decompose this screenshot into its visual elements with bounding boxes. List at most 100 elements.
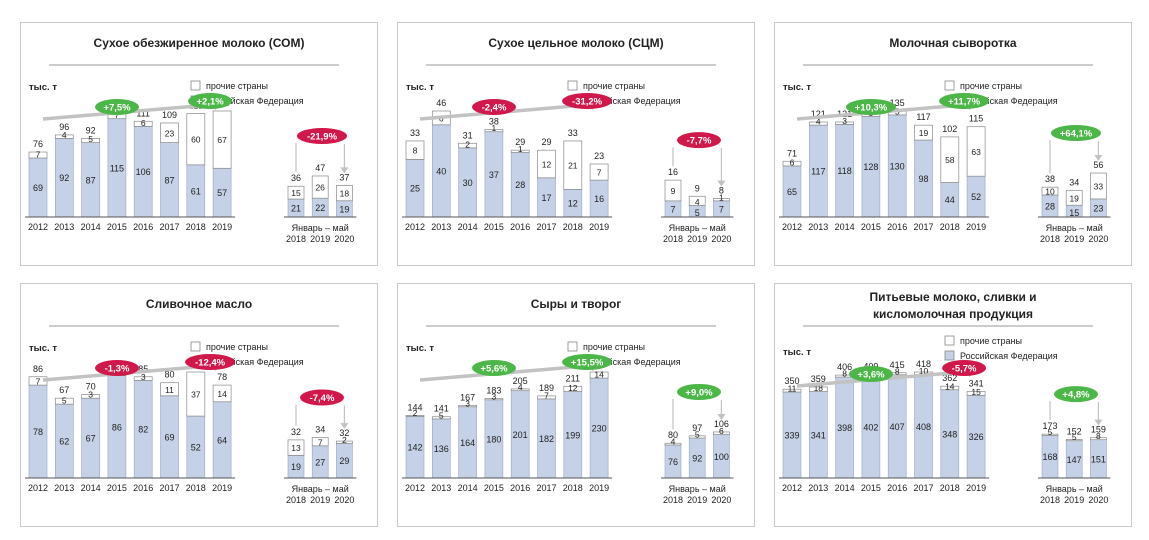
value-label-other: 8 [1096, 431, 1101, 441]
value-label-other: 10 [1045, 187, 1055, 197]
value-label-other: 23 [165, 128, 175, 138]
value-label-russia: 147 [1067, 455, 1082, 465]
chart-svg: Молочная сыворотка тыс. т прочие страны Рос… [779, 36, 1111, 244]
value-label-russia: 408 [916, 422, 931, 432]
value-label-russia: 22 [315, 203, 325, 213]
value-label-russia: 64 [217, 435, 227, 445]
cagr-badge: +3,6% [857, 370, 885, 381]
value-label-total: 97 [692, 423, 702, 433]
value-label-total: 359 [811, 374, 826, 384]
value-label-russia: 128 [863, 162, 878, 172]
cagr-badge-bg [846, 99, 896, 115]
x-tick-label: 2018 [663, 495, 683, 505]
legend-label-russia: Российская Федерация [583, 357, 681, 367]
value-label-other: 2 [465, 139, 470, 149]
x-tick-label: 2017 [536, 222, 556, 232]
bar-other-year-2019 [212, 110, 232, 169]
x-tick-label: 2019 [310, 495, 330, 505]
value-label-russia: 15 [1069, 208, 1079, 218]
value-label-other: 4 [62, 130, 67, 140]
value-label-russia: 182 [539, 434, 554, 444]
value-label-russia: 348 [942, 429, 957, 439]
period-label: Январь – май [1046, 223, 1103, 233]
growth-jan-may-badge: +4,8% [1062, 390, 1090, 401]
value-label-russia: 87 [164, 175, 174, 185]
value-label-other: 12 [542, 160, 552, 170]
growth-jan-may-badge: +9,0% [685, 387, 713, 398]
x-tick-label: 2013 [431, 483, 451, 493]
growth-2019-badge-bg [942, 360, 987, 376]
x-tick-label: 2019 [589, 483, 609, 493]
value-label-other: 5 [88, 134, 93, 144]
growth-2019-badge-bg [562, 354, 613, 370]
value-label-total: 418 [916, 359, 931, 369]
x-tick-label: 2012 [405, 222, 425, 232]
value-label-total: 31 [463, 130, 473, 140]
value-label-total: 167 [460, 392, 475, 402]
value-label-total: 29 [515, 137, 525, 147]
value-label-russia: 7 [670, 204, 675, 214]
x-tick-label: 2015 [107, 222, 127, 232]
x-tick-label: 2019 [589, 222, 609, 232]
bar-other-year-2018 [940, 385, 960, 391]
chart-title: Сухое обезжиренное молоко (СОМ) [94, 36, 305, 50]
value-label-russia: 61 [191, 186, 201, 196]
value-label-russia: 230 [592, 424, 607, 434]
value-label-other: 4 [518, 382, 523, 392]
value-label-russia: 16 [594, 194, 604, 204]
x-tick-label: 2017 [159, 483, 179, 493]
x-tick-label: 2019 [1064, 495, 1084, 505]
value-label-total: 173 [1042, 421, 1057, 431]
value-label-total: 8 [719, 186, 724, 196]
value-label-total: 189 [539, 383, 554, 393]
value-label-other: 11 [165, 385, 174, 395]
value-label-other: 7 [36, 150, 41, 160]
value-label-total: 47 [315, 163, 325, 173]
x-tick-label: 2013 [808, 222, 828, 232]
growth-jan-may-badge-bg [677, 132, 721, 149]
x-tick-label: 2016 [510, 483, 530, 493]
value-label-other: 7 [318, 437, 323, 447]
value-label-total: 111 [136, 108, 150, 118]
value-label-total: 92 [86, 125, 96, 135]
bar-other-year-2014 [835, 121, 854, 125]
growth-jan-may-badge: +64,1% [1060, 129, 1093, 140]
bar-other-year-2013 [808, 386, 828, 392]
value-label-other: 63 [971, 147, 981, 157]
legend-label-other: прочие страны [960, 336, 1022, 346]
growth-jan-may-badge-bg [1051, 125, 1101, 142]
x-tick-label: 2014 [835, 483, 855, 493]
cagr-badge: -1,3% [105, 364, 130, 375]
jan-may-arrow-head [1094, 419, 1103, 426]
value-label-russia: 115 [110, 163, 124, 173]
value-label-total: 85 [138, 364, 148, 374]
bar-other-year-2014 [81, 138, 100, 143]
value-label-other: 8 [842, 369, 847, 379]
value-label-total: 80 [668, 430, 678, 440]
value-label-russia: 69 [164, 432, 174, 442]
value-label-other: 18 [340, 189, 350, 199]
value-label-russia: 30 [463, 178, 473, 188]
value-label-russia: 29 [339, 456, 349, 466]
legend-label-other: прочие страны [583, 342, 645, 352]
value-label-total: 46 [436, 98, 446, 108]
value-label-other: 3 [492, 391, 497, 401]
x-tick-label: 2015 [861, 483, 881, 493]
value-label-russia: 21 [291, 204, 301, 214]
legend-swatch-other [190, 80, 201, 91]
bar-other-year-2018 [563, 140, 583, 190]
value-label-total: 415 [890, 360, 905, 370]
value-label-other: 8 [413, 146, 418, 156]
value-label-russia: 69 [33, 183, 43, 193]
x-tick-label: 2020 [1088, 234, 1108, 244]
value-label-other: 2 [413, 408, 418, 418]
x-tick-label: 2020 [711, 495, 731, 505]
value-label-russia: 136 [434, 444, 449, 454]
bar-other-month-2018 [1041, 186, 1059, 196]
growth-jan-may-badge-bg [677, 383, 721, 400]
bar-other-month-2018 [287, 439, 305, 456]
chart-title-line: Питьевые молоко, сливки и [869, 290, 1036, 304]
x-tick-label: 2018 [186, 222, 206, 232]
value-label-other: 7 [36, 377, 41, 387]
bar-other-year-2016 [133, 376, 153, 381]
